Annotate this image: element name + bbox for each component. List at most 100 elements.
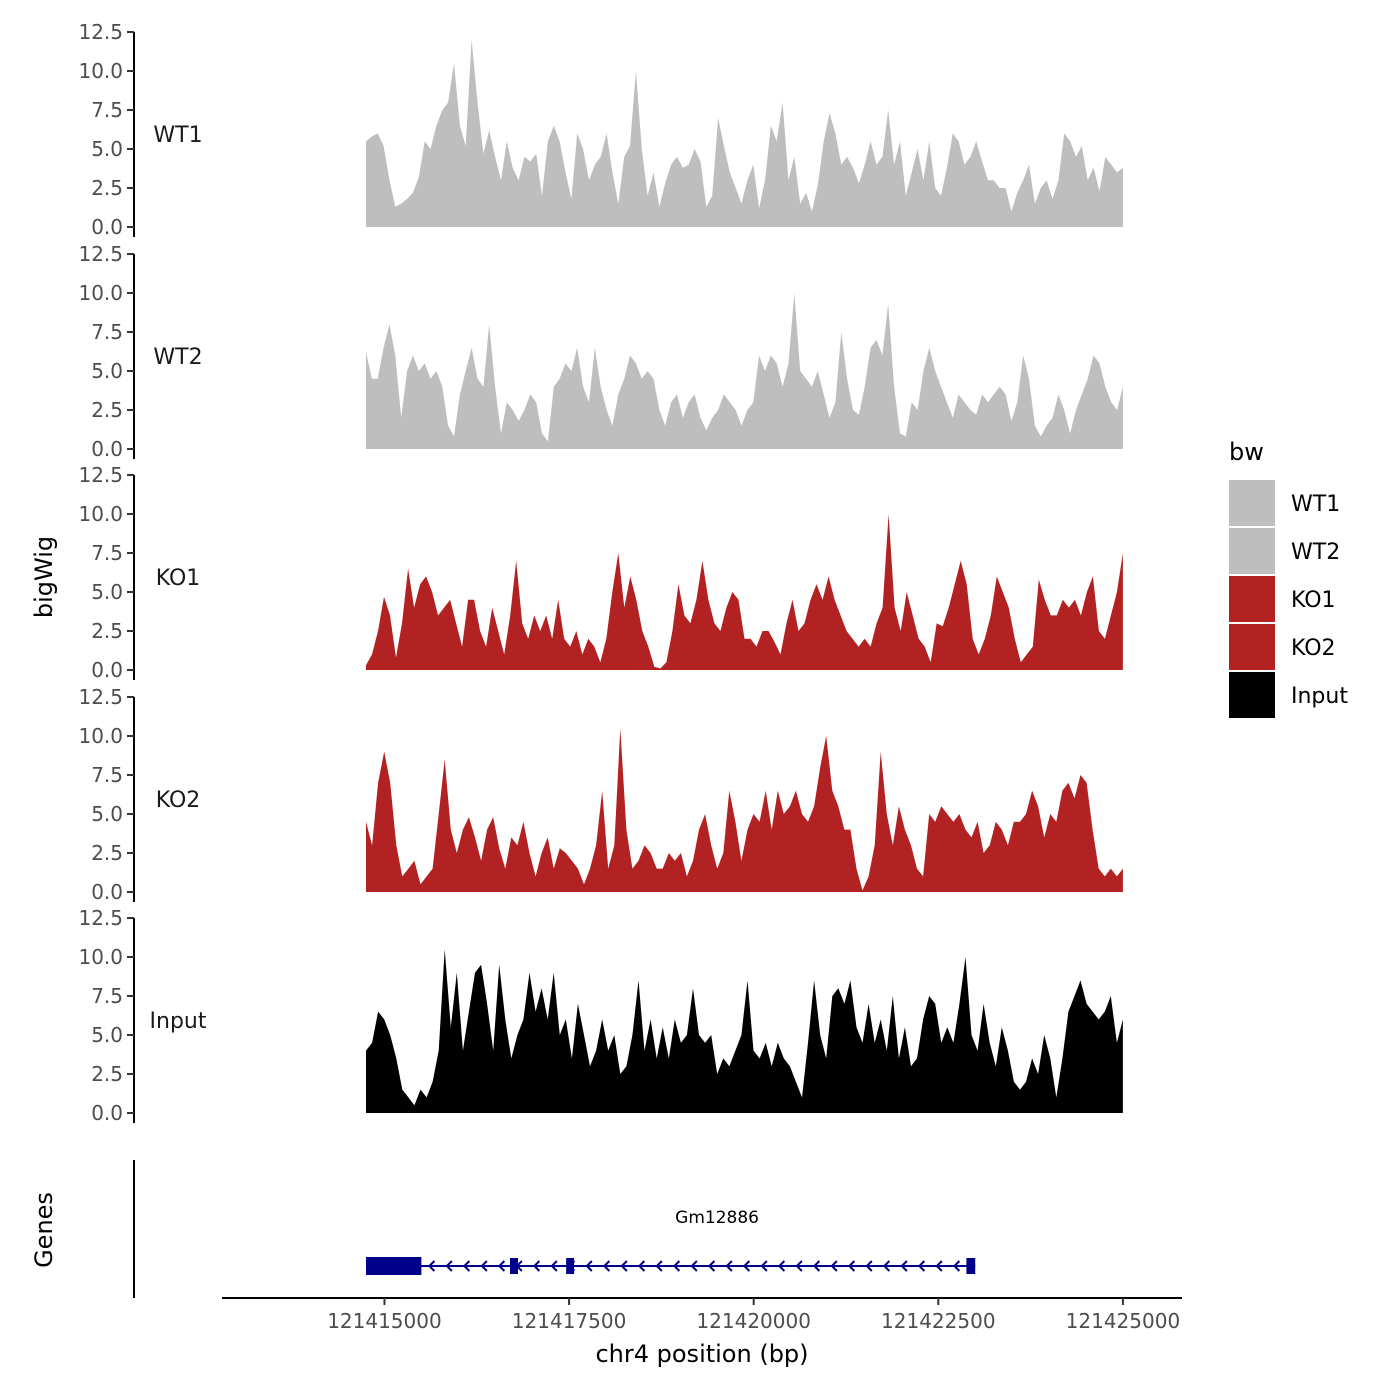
strand-arrow-icon <box>725 1260 733 1272</box>
track-panel-ko2: 0.0 2.5 5.0 7.5 10.0 12.5 KO2 <box>78 685 1123 904</box>
genes-axis-label: Genes <box>30 1192 58 1268</box>
track-panel-wt2: 0.0 2.5 5.0 7.5 10.0 12.5 WT2 <box>78 242 1123 461</box>
y-tick-label: 5.0 <box>91 802 123 826</box>
track-label-ko1: KO1 <box>156 566 201 591</box>
y-tick-label: 12.5 <box>78 463 123 487</box>
strand-arrow-icon <box>655 1260 663 1272</box>
legend-swatch-ko2 <box>1229 624 1275 670</box>
strand-arrow-icon <box>882 1260 891 1272</box>
track-panel-wt1: 0.0 2.5 5.0 7.5 10.0 12.5 WT1 <box>78 20 1123 239</box>
strand-arrow-icon <box>795 1260 803 1272</box>
strand-arrow-icon <box>900 1260 908 1272</box>
y-tick-label: 0.0 <box>91 215 123 239</box>
strand-arrow-icon <box>637 1260 646 1272</box>
y-axis-label: bigWig <box>30 536 58 618</box>
legend-label-ko1: KO1 <box>1291 588 1336 613</box>
strand-arrow-icon <box>480 1260 488 1272</box>
gene-name-label: Gm12886 <box>675 1208 759 1228</box>
strand-arrow-icon <box>497 1260 506 1272</box>
strand-arrow-icon <box>427 1260 436 1272</box>
strand-arrow-icon <box>952 1260 961 1272</box>
y-tick-label: 0.0 <box>91 880 123 904</box>
y-tick-label: 2.5 <box>91 398 123 422</box>
track-panel-input: 0.0 2.5 5.0 7.5 10.0 12.5 Input <box>78 906 1123 1125</box>
y-tick-label: 7.5 <box>91 984 123 1008</box>
y-tick-label: 0.0 <box>91 437 123 461</box>
y-tick-label: 12.5 <box>78 20 123 44</box>
y-tick-label: 5.0 <box>91 580 123 604</box>
track-label-wt2: WT2 <box>153 345 202 370</box>
legend: bw WT1 WT2 KO1 KO2 Input <box>1229 438 1348 718</box>
track-panel-ko1: 0.0 2.5 5.0 7.5 10.0 12.5 KO1 <box>78 463 1123 682</box>
track-label-ko2: KO2 <box>156 788 201 813</box>
x-tick-label: 121415000 <box>327 1309 442 1333</box>
legend-label-wt2: WT2 <box>1291 540 1340 565</box>
y-tick-label: 7.5 <box>91 541 123 565</box>
y-tick-label: 0.0 <box>91 658 123 682</box>
x-tick-label: 121425000 <box>1066 1309 1181 1333</box>
strand-arrow-icon <box>707 1260 716 1272</box>
y-tick-label: 2.5 <box>91 176 123 200</box>
strand-arrow-icon <box>672 1260 681 1272</box>
legend-swatch-wt2 <box>1229 528 1275 574</box>
y-tick-label: 7.5 <box>91 763 123 787</box>
legend-label-wt1: WT1 <box>1291 492 1340 517</box>
legend-swatch-input <box>1229 672 1275 718</box>
track-area-wt1 <box>366 39 1123 227</box>
y-tick-label: 12.5 <box>78 685 123 709</box>
strand-arrow-icon <box>760 1260 768 1272</box>
gene-track-panel: Gm12886 <box>133 1160 976 1298</box>
gene-exon <box>566 1258 575 1274</box>
y-tick-label: 10.0 <box>78 502 123 526</box>
strand-arrow-icon <box>742 1260 751 1272</box>
x-axis-label: chr4 position (bp) <box>595 1340 808 1368</box>
y-tick-label: 10.0 <box>78 281 123 305</box>
x-tick-label: 121417500 <box>512 1309 627 1333</box>
legend-swatch-ko1 <box>1229 576 1275 622</box>
track-area-wt2 <box>366 293 1123 449</box>
strand-arrow-icon <box>777 1260 786 1272</box>
legend-swatch-wt1 <box>1229 480 1275 526</box>
track-area-ko2 <box>366 728 1123 892</box>
y-tick-label: 2.5 <box>91 619 123 643</box>
y-tick-label: 7.5 <box>91 320 123 344</box>
legend-label-input: Input <box>1291 684 1348 709</box>
strand-arrow-icon <box>690 1260 698 1272</box>
y-tick-label: 12.5 <box>78 242 123 266</box>
strand-arrow-icon <box>602 1260 611 1272</box>
y-tick-label: 2.5 <box>91 841 123 865</box>
strand-arrow-icon <box>917 1260 926 1272</box>
x-axis: 121415000 121417500 121420000 121422500 1214… <box>222 1297 1182 1333</box>
y-tick-label: 7.5 <box>91 98 123 122</box>
legend-title: bw <box>1229 438 1264 466</box>
y-tick-label: 5.0 <box>91 359 123 383</box>
track-area-input <box>366 949 1123 1113</box>
strand-arrow-icon <box>550 1260 558 1272</box>
strand-arrow-icon <box>462 1260 471 1272</box>
y-tick-label: 5.0 <box>91 1023 123 1047</box>
gene-exon <box>966 1258 976 1274</box>
strand-arrow-icon <box>620 1260 628 1272</box>
gene-exon <box>366 1257 422 1275</box>
y-tick-label: 10.0 <box>78 724 123 748</box>
strand-arrow-icon <box>847 1260 856 1272</box>
strand-arrow-icon <box>935 1260 943 1272</box>
track-label-wt1: WT1 <box>153 123 202 148</box>
strand-arrow-icon <box>532 1260 541 1272</box>
track-label-input: Input <box>150 1009 207 1034</box>
strand-arrow-icon <box>585 1260 593 1272</box>
y-tick-label: 0.0 <box>91 1101 123 1125</box>
y-tick-label: 2.5 <box>91 1062 123 1086</box>
gene-exon <box>510 1258 518 1274</box>
y-tick-label: 5.0 <box>91 137 123 161</box>
y-tick-label: 10.0 <box>78 59 123 83</box>
strand-arrow-icon <box>812 1260 821 1272</box>
y-tick-label: 12.5 <box>78 906 123 930</box>
y-tick-label: 10.0 <box>78 945 123 969</box>
strand-arrow-icon <box>830 1260 838 1272</box>
x-tick-label: 121422500 <box>881 1309 996 1333</box>
strand-arrow-icon <box>865 1260 873 1272</box>
strand-arrow-icon <box>445 1260 453 1272</box>
